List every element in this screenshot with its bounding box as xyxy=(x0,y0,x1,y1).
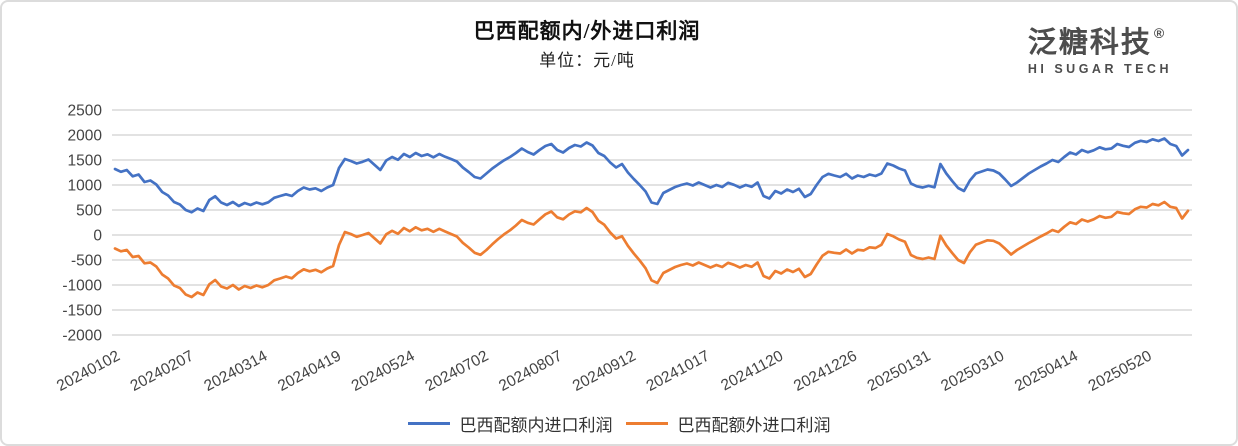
y-tick-label: -2000 xyxy=(62,328,102,345)
chart-legend: 巴西配额内进口利润 巴西配额外进口利润 xyxy=(2,411,1236,436)
brand-tagline: HI SUGAR TECH xyxy=(1027,62,1172,76)
brand-logo: 泛糖科技 ® HI SUGAR TECH xyxy=(1028,26,1172,76)
x-tick-label: 20250131 xyxy=(865,348,934,395)
x-tick-label: 20250520 xyxy=(1086,347,1155,395)
x-tick-label: 20240102 xyxy=(54,348,123,395)
x-tick-label: 20240702 xyxy=(423,348,492,395)
x-tick-label: 20240207 xyxy=(128,348,197,395)
x-tick-label: 20240314 xyxy=(201,347,270,395)
y-tick-label: -1500 xyxy=(62,303,102,320)
registered-trademark-icon: ® xyxy=(1153,25,1165,41)
x-tick-label: 20250414 xyxy=(1012,347,1081,395)
x-tick-label: 20240419 xyxy=(275,348,344,395)
x-tick-label: 20240524 xyxy=(349,347,418,395)
y-tick-label: -1000 xyxy=(62,278,102,295)
legend-label-quota-out: 巴西配额外进口利润 xyxy=(677,416,831,435)
x-tick-label: 20250310 xyxy=(938,347,1007,395)
x-tick-label: 20240912 xyxy=(570,348,639,395)
x-tick-label: 20241017 xyxy=(644,348,713,395)
y-tick-label: 2500 xyxy=(68,103,103,120)
series-line-quota-out xyxy=(113,200,1190,299)
chart-unit-subtitle: 单位：元/吨 xyxy=(539,51,635,70)
legend-item-quota-in[interactable]: 巴西配额内进口利润 xyxy=(407,411,613,436)
y-tick-label: 1500 xyxy=(68,153,103,170)
x-tick-label: 20241120 xyxy=(718,347,786,394)
y-tick-label: 1000 xyxy=(68,178,103,195)
legend-line-swatch-blue xyxy=(407,422,450,425)
series-line-quota-in xyxy=(113,137,1190,214)
brand-name-cn: 泛糖科技 xyxy=(1027,27,1152,59)
y-tick-label: 500 xyxy=(76,203,102,220)
y-tick-label: 2000 xyxy=(68,128,103,145)
chart-title: 巴西配额内/外进口利润 xyxy=(473,19,701,43)
legend-label-quota-in: 巴西配额内进口利润 xyxy=(459,416,613,435)
x-tick-label: 20241226 xyxy=(791,348,860,395)
legend-line-swatch-orange xyxy=(625,422,668,425)
y-tick-label: 0 xyxy=(93,228,102,245)
x-tick-label: 20240807 xyxy=(496,348,565,395)
legend-item-quota-out[interactable]: 巴西配额外进口利润 xyxy=(625,411,831,436)
y-tick-label: -500 xyxy=(71,253,102,270)
